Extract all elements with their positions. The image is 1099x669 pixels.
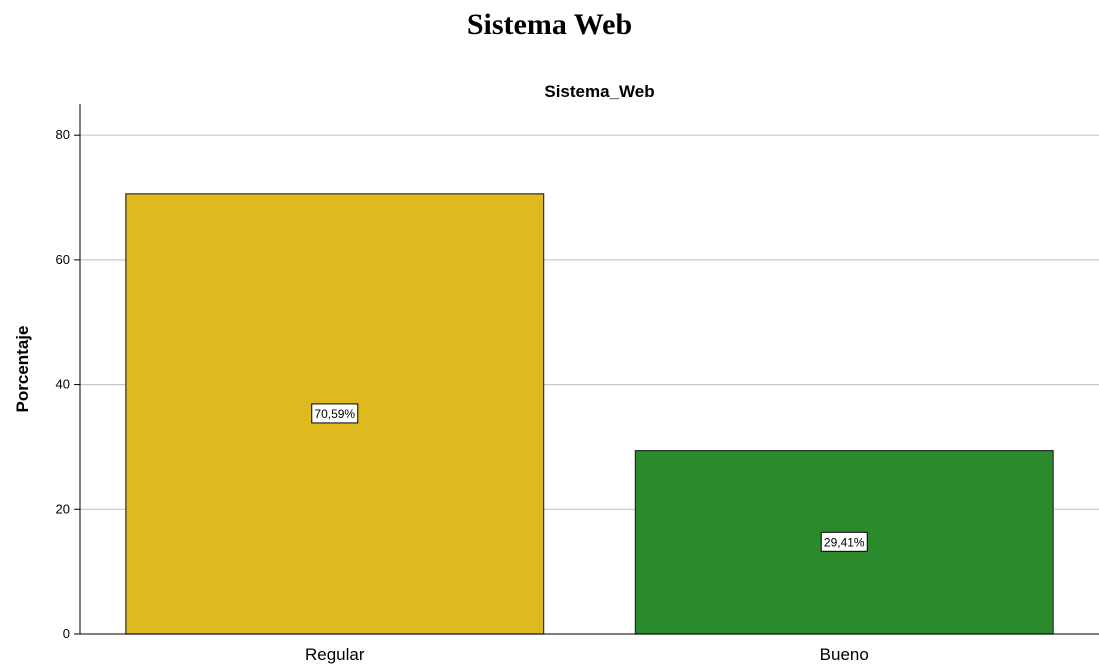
y-tick-label: 40 <box>56 377 70 392</box>
y-axis-label: Porcentaje <box>13 326 32 413</box>
y-tick-label: 60 <box>56 252 70 267</box>
y-tick-label: 20 <box>56 501 70 516</box>
data-label: 70,59% <box>314 407 355 421</box>
data-labels: 70,59% 29,41% <box>311 403 868 552</box>
chart-title: Sistema_Web <box>544 82 654 101</box>
x-tick-label: Bueno <box>820 645 869 664</box>
axes: 0 20 40 60 80 Regular Bueno <box>56 104 1099 664</box>
y-tick-label: 80 <box>56 127 70 142</box>
y-tick-label: 0 <box>63 626 70 641</box>
page-heading: Sistema Web <box>466 8 633 41</box>
data-label: 29,41% <box>824 535 865 549</box>
data-label-box <box>820 531 868 552</box>
data-label-box <box>311 403 359 424</box>
x-tick-label: Regular <box>305 645 365 664</box>
